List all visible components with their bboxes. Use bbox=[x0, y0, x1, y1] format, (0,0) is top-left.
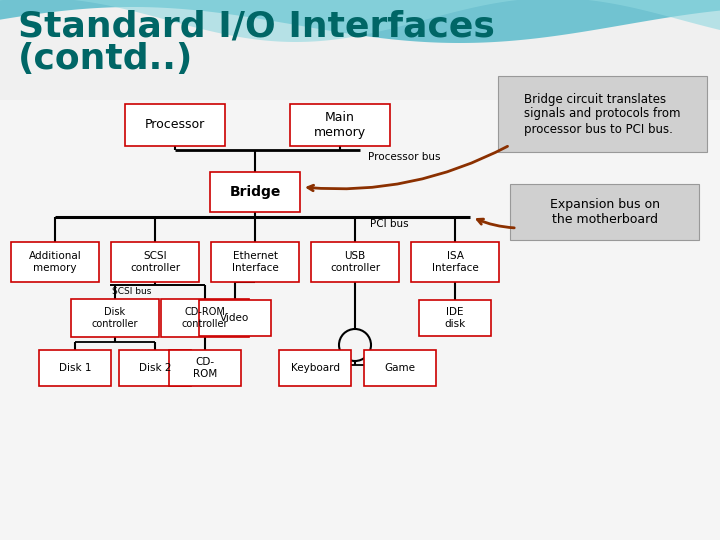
Text: Processor: Processor bbox=[145, 118, 205, 132]
Text: Disk 1: Disk 1 bbox=[59, 363, 91, 373]
Text: PCI bus: PCI bus bbox=[370, 219, 409, 229]
Bar bbox=[161, 299, 249, 337]
Text: Game: Game bbox=[384, 363, 415, 373]
Bar bbox=[311, 242, 399, 282]
Text: Additional
memory: Additional memory bbox=[29, 251, 81, 273]
Text: Video: Video bbox=[220, 313, 250, 323]
Text: Standard I/O Interfaces: Standard I/O Interfaces bbox=[18, 10, 495, 44]
Text: SCSI bus: SCSI bus bbox=[112, 287, 151, 296]
Text: SCSI
controller: SCSI controller bbox=[130, 251, 180, 273]
Text: Processor bus: Processor bus bbox=[368, 152, 441, 162]
Bar bbox=[11, 242, 99, 282]
Bar bbox=[111, 242, 199, 282]
Bar bbox=[279, 350, 351, 386]
Text: USB
controller: USB controller bbox=[330, 251, 380, 273]
Bar bbox=[119, 350, 191, 386]
Bar bbox=[39, 350, 111, 386]
Bar bbox=[199, 300, 271, 336]
Text: IDE
disk: IDE disk bbox=[444, 307, 466, 329]
Polygon shape bbox=[0, 0, 720, 43]
Polygon shape bbox=[0, 0, 720, 42]
FancyBboxPatch shape bbox=[498, 76, 707, 152]
Text: CD-
ROM: CD- ROM bbox=[193, 357, 217, 379]
Bar bbox=[411, 242, 499, 282]
Bar bbox=[169, 350, 241, 386]
Bar bbox=[419, 300, 491, 336]
FancyBboxPatch shape bbox=[510, 184, 699, 240]
Text: Expansion bus on
the motherboard: Expansion bus on the motherboard bbox=[549, 198, 660, 226]
Bar bbox=[364, 350, 436, 386]
Bar bbox=[125, 104, 225, 146]
Text: (contd..): (contd..) bbox=[18, 42, 194, 76]
Bar bbox=[211, 242, 299, 282]
Bar bbox=[290, 104, 390, 146]
Bar bbox=[71, 299, 159, 337]
Text: Disk
controller: Disk controller bbox=[91, 307, 138, 329]
Text: Bridge circuit translates
signals and protocols from
processor bus to PCI bus.: Bridge circuit translates signals and pr… bbox=[524, 92, 680, 136]
Bar bbox=[210, 172, 300, 212]
Text: CD-ROM
controller: CD-ROM controller bbox=[181, 307, 228, 329]
Text: Ethernet
Interface: Ethernet Interface bbox=[232, 251, 279, 273]
Text: Bridge: Bridge bbox=[229, 185, 281, 199]
Text: Disk 2: Disk 2 bbox=[139, 363, 171, 373]
Text: ISA
Interface: ISA Interface bbox=[431, 251, 478, 273]
Text: Keyboard: Keyboard bbox=[290, 363, 340, 373]
Text: Main
memory: Main memory bbox=[314, 111, 366, 139]
Bar bbox=[0, 100, 720, 540]
